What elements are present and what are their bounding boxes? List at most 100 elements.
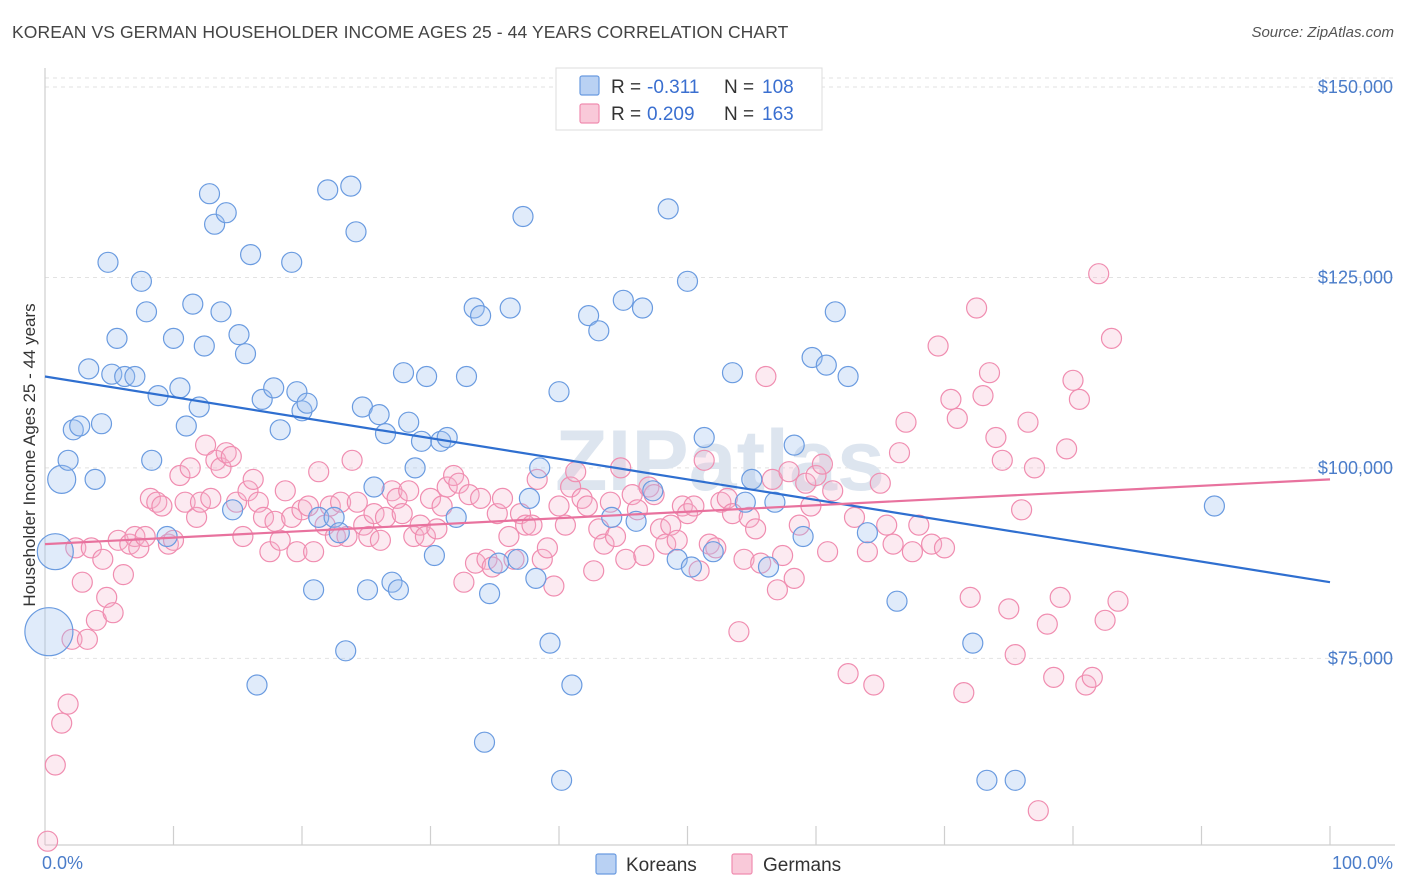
korean-point-109 [1004,769,1026,791]
korean-point-22 [182,293,204,315]
german-point-91 [536,537,559,559]
german-point-7 [76,628,99,650]
korean-point-33 [246,674,268,696]
german-point-60 [363,502,385,525]
german-point-18 [134,525,156,548]
korean-point-16 [141,449,163,471]
korean-point-20 [169,377,191,399]
german-point-176 [1068,388,1091,410]
german-point-163 [978,362,1001,384]
german-point-105 [615,548,637,570]
german-n-label: N = [724,104,754,125]
korean-point-83 [601,506,623,529]
korean-point-15 [135,301,158,323]
german-point-133 [771,544,794,567]
german-point-144 [843,506,866,529]
korean-point-99 [783,434,805,456]
german-point-128 [744,518,767,540]
korean-point-91 [680,556,703,578]
y-tick-label-2: $125,000 [1318,267,1393,287]
german-point-168 [1010,499,1033,521]
german-point-159 [953,681,975,704]
german-point-149 [882,533,904,555]
korean-point-41 [303,579,325,601]
korean-point-70 [488,552,510,574]
korean-point-2 [47,464,77,494]
german-point-152 [901,541,924,563]
korean-point-77 [539,632,561,654]
korean-point-87 [642,480,664,502]
german-point-99 [583,560,605,582]
german-r-label: R = [611,104,641,125]
german-point-179 [1088,263,1110,285]
korean-legend-swatch [579,75,600,96]
germans-legend-swatch [731,853,753,875]
german-point-101 [593,533,615,555]
korean-point-5 [69,415,91,437]
german-point-23 [162,529,185,551]
german-point-76 [453,571,475,593]
german-point-49 [303,541,325,563]
germans-legend-label: Germans [763,855,841,876]
korean-point-65 [455,365,478,388]
koreans-legend-label: Koreans [626,855,697,876]
german-point-29 [195,434,217,456]
korean-point-76 [529,457,551,479]
series-legend: Koreans Germans [595,853,841,876]
german-point-125 [728,621,750,643]
koreans-legend-swatch [595,853,617,875]
german-legend-swatch [579,103,600,124]
german-r-value: 0.209 [647,104,695,125]
chart-title: KOREAN VS GERMAN HOUSEHOLDER INCOME AGES… [12,22,789,42]
german-point-174 [1055,438,1078,460]
german-point-151 [895,411,917,433]
german-point-140 [811,453,834,475]
german-point-2 [51,712,73,734]
korean-point-73 [512,205,534,228]
korean-point-93 [702,541,724,563]
german-point-183 [1027,800,1049,822]
german-n-value: 163 [762,104,794,125]
axes [44,68,1395,846]
german-point-88 [521,514,543,536]
korean-trend-line [44,375,1331,584]
korean-n-label: N = [724,77,754,98]
german-point-12 [102,602,124,624]
german-point-170 [1023,457,1046,479]
german-point-96 [565,461,587,483]
korean-point-86 [631,297,654,319]
german-point-132 [766,579,789,601]
korean-point-11 [106,327,128,349]
german-point-94 [554,514,577,536]
korean-point-63 [436,426,458,449]
korean-point-85 [625,510,647,532]
german-point-78 [464,552,487,574]
y-tick-label-3: $150,000 [1318,77,1393,97]
german-point-153 [908,514,930,536]
german-point-26 [179,457,201,479]
german-point-158 [946,407,968,429]
korean-point-35 [263,377,285,399]
korean-point-27 [210,301,232,323]
german-point-162 [972,385,994,407]
korean-point-110 [1203,495,1226,517]
korean-point-24 [193,335,215,357]
korean-point-53 [374,423,397,445]
korean-point-19 [162,327,185,349]
german-point-161 [965,297,988,319]
korean-point-3 [57,449,79,471]
korean-point-68 [473,731,496,753]
korean-point-67 [470,305,492,327]
korean-point-60 [416,365,438,388]
gridlines [45,77,1395,659]
x-tick-label-min: 0.0% [42,853,83,873]
german-point-3 [57,693,79,715]
german-point-143 [837,662,859,685]
y-tick-labels: $75,000 $100,000 $125,000 $150,000 [1318,77,1393,668]
german-point-180 [1094,609,1116,631]
korean-point-81 [577,305,600,327]
y-axis-label: Householder Income Ages 25 - 44 years [20,303,39,606]
german-point-71 [426,518,448,540]
german-point-166 [998,598,1020,620]
